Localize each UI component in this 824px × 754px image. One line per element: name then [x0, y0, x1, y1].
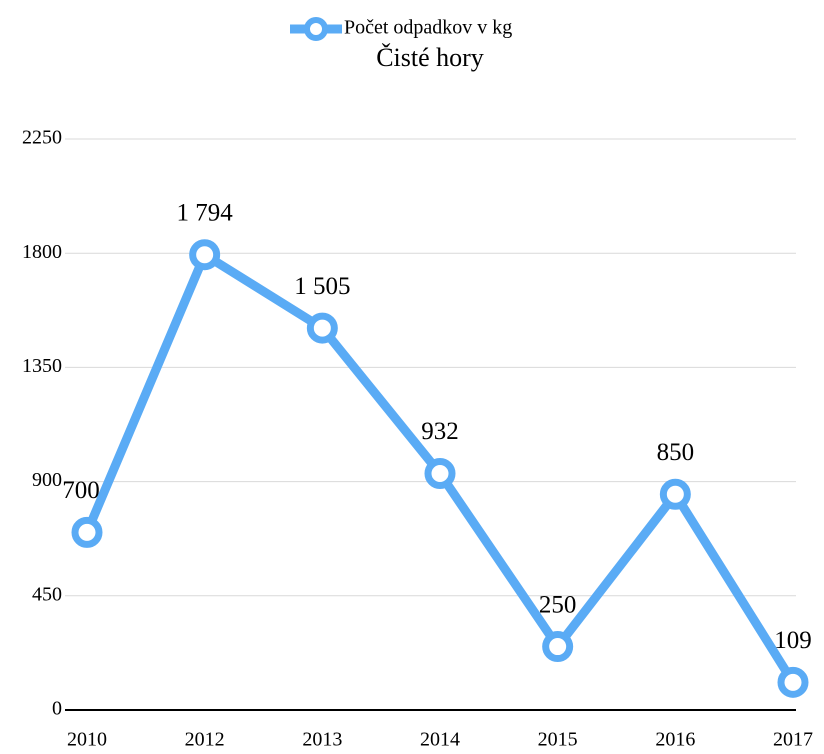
data-label: 109	[774, 627, 812, 654]
x-tick-label: 2015	[538, 729, 578, 751]
marker	[659, 478, 691, 510]
data-label: 1 794	[177, 199, 234, 226]
y-tick-label: 0	[52, 698, 62, 720]
x-tick-label: 2014	[420, 729, 460, 751]
marker	[71, 516, 103, 548]
marker	[306, 312, 338, 344]
data-label: 1 505	[294, 273, 350, 300]
legend-label: Počet odpadkov v kg	[344, 17, 512, 39]
marker	[424, 457, 456, 489]
data-label: 700	[62, 477, 100, 504]
marker	[542, 631, 574, 663]
y-tick-label: 1800	[22, 241, 62, 263]
y-tick-label: 450	[32, 583, 62, 605]
y-tick-label: 900	[32, 469, 62, 491]
legend-marker	[304, 17, 328, 41]
x-tick-label: 2012	[185, 729, 225, 751]
x-tick-label: 2016	[655, 729, 695, 751]
chart-title: Čisté hory	[376, 43, 484, 72]
x-tick-label: 2010	[67, 729, 107, 751]
x-tick-label: 2017	[773, 729, 813, 751]
x-tick-label: 2013	[302, 729, 342, 751]
y-tick-label: 2250	[22, 127, 62, 149]
data-label: 850	[657, 439, 695, 466]
data-label: 932	[421, 418, 459, 445]
marker	[189, 239, 221, 271]
y-tick-label: 1350	[22, 355, 62, 377]
marker	[777, 666, 809, 698]
data-label: 250	[539, 591, 577, 618]
